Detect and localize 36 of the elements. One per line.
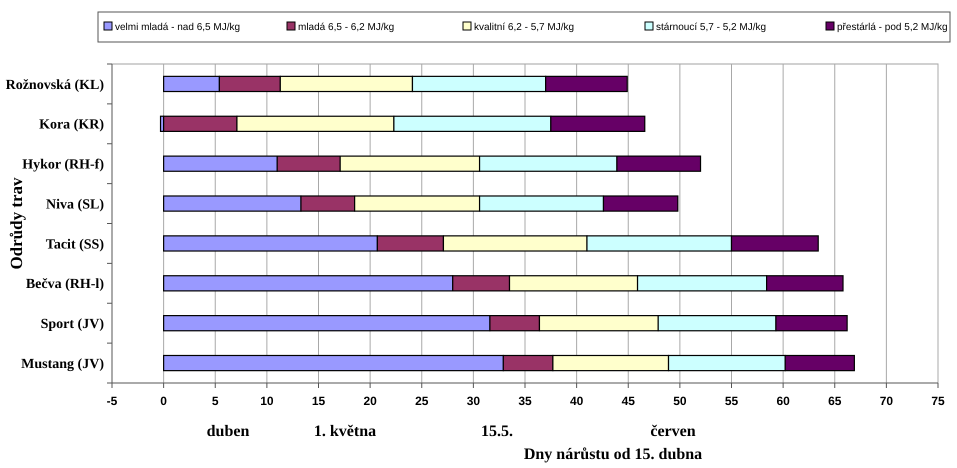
y-tick-label: Sport (JV): [40, 317, 104, 332]
y-axis-title: Odrůdy trav: [7, 176, 26, 270]
x-tick-label: 70: [880, 394, 894, 408]
legend-label: přestárlá - pod 5,2 MJ/kg: [837, 22, 948, 33]
x-tick-label: 65: [828, 394, 842, 408]
x-tick-label: -5: [106, 394, 118, 408]
text: 1. května: [314, 423, 376, 440]
x-tick-label: 45: [622, 394, 636, 408]
x-tick-label: 15: [312, 394, 326, 408]
text: duben: [206, 423, 250, 440]
x-tick-label: 40: [570, 394, 584, 408]
x-axis-title: Dny nárůstu od 15. dubna: [524, 446, 702, 463]
x-tick-label: 60: [776, 394, 790, 408]
y-tick-label: Mustang (JV): [21, 356, 104, 372]
x-tick-label: 5: [212, 394, 219, 408]
y-tick-label: Tacit (SS): [46, 237, 104, 252]
legend-label: velmi mladá - nad 6,5 MJ/kg: [115, 22, 240, 33]
x-tick-label: 55: [724, 394, 738, 408]
x-tick-label: 30: [466, 394, 480, 408]
y-tick-label: Niva (SL): [46, 197, 104, 212]
legend-label: stárnoucí 5,7 - 5,2 MJ/kg: [656, 22, 766, 33]
y-tick-label: Kora (KR): [39, 118, 104, 133]
legend-label: kvalitní 6,2 - 5,7 MJ/kg: [474, 22, 574, 33]
x-tick-label: 35: [518, 394, 532, 408]
x-tick-label: 20: [363, 394, 378, 408]
y-tick-label: Bečva (RH-l): [26, 277, 104, 292]
legend-label: mladá 6,5 - 6,2 MJ/kg: [298, 22, 394, 33]
text: 15.5.: [481, 423, 513, 440]
y-tick-label: Hykor (RH-f): [22, 158, 104, 173]
x-tick-label: 25: [415, 394, 429, 408]
x-tick-label: 50: [673, 394, 687, 408]
text: červen: [650, 423, 696, 440]
x-tick-label: 10: [260, 394, 274, 408]
y-tick-label: Rožnovská (KL): [6, 78, 104, 93]
x-tick-label: 75: [931, 394, 945, 408]
x-tick-label: 0: [160, 394, 168, 408]
